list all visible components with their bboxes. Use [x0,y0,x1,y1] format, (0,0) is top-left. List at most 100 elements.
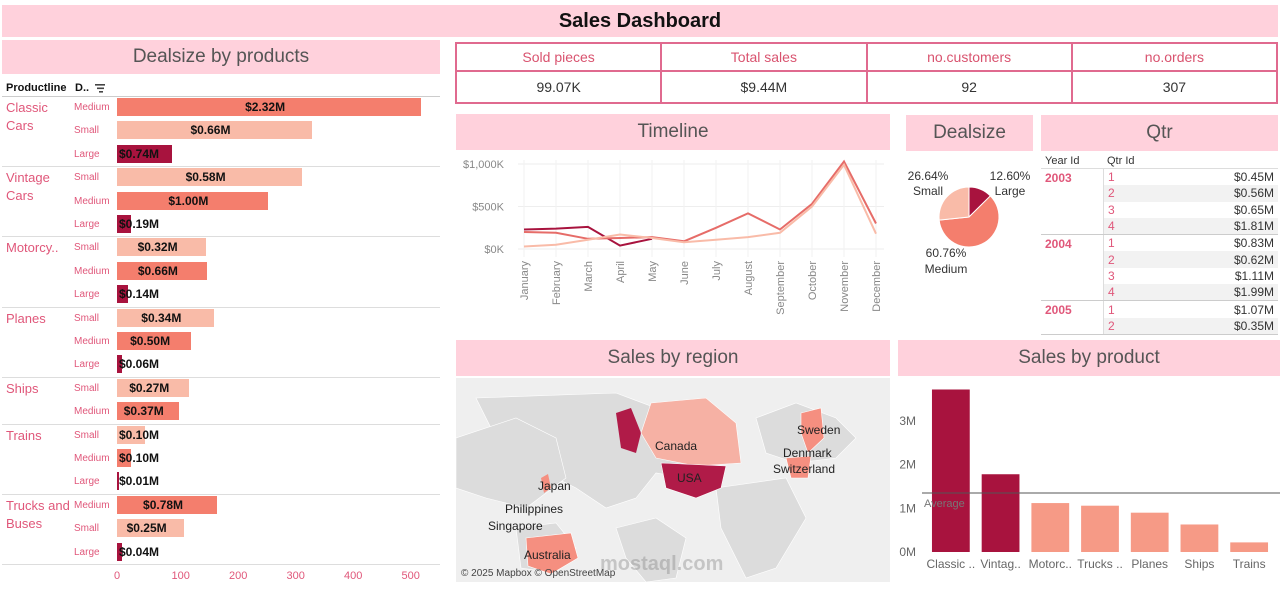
dealsize-bar[interactable] [117,472,119,491]
japan-region[interactable] [541,474,551,493]
qtr-title: Qtr [1146,122,1173,143]
kpi-label: Sold pieces [457,44,661,72]
pie-name-label: Large [995,184,1026,198]
western-europe-region[interactable] [785,455,812,479]
qtr-row[interactable]: 4 $1.99M [1104,284,1278,301]
dealsize-bar[interactable] [117,402,179,421]
dealsize-bar[interactable] [117,144,173,163]
col-dealsize[interactable]: D.. [75,82,90,94]
map-country-label: USA [677,471,702,485]
dealsize-label: Large [74,219,100,230]
usa-region[interactable] [660,462,727,499]
dealsize-bar[interactable] [117,542,122,561]
product-bar[interactable] [931,389,970,552]
dealsize-bar[interactable] [117,449,132,467]
dealsize-bar[interactable] [117,98,422,116]
qtr-row[interactable]: 4 $1.81M [1104,217,1278,235]
product-bar[interactable] [1130,512,1169,552]
dealsize-bar[interactable] [117,238,207,257]
qtr-col-year[interactable]: Year Id [1045,154,1080,167]
col-productline[interactable]: Productline [6,82,67,94]
dealsize-bar[interactable] [117,215,131,233]
asia-land [456,417,567,509]
qtr-row[interactable]: 1 $0.83M [1104,235,1278,252]
product-line-label[interactable]: Trucks and Buses [6,497,70,531]
qtr-year-label: 2004 [1045,237,1072,252]
x-tick-label: 200 [229,570,248,582]
qtr-row[interactable]: 1 $1.07M [1104,301,1278,318]
product-bar[interactable] [1180,524,1219,552]
product-bar[interactable] [1230,542,1269,552]
product-line-label[interactable]: Trains [6,427,42,443]
scandinavia-region[interactable] [800,407,825,454]
qtr-year-label: 2005 [1045,303,1072,318]
pie-slice-medium[interactable] [938,195,1000,248]
timeline-series-2004[interactable] [523,159,877,243]
by-product-header: Sales by product [898,340,1280,376]
region-map[interactable]: Canada USA Sweden Denmark Switzerland Japan Ph… [456,378,890,582]
dealsize-bar[interactable] [117,191,268,210]
qtr-value: $1.81M [1233,219,1274,234]
dealsize-label: Small [74,125,100,137]
qtr-id: 1 [1108,170,1115,185]
dealsize-bar[interactable] [117,332,192,350]
category-label: Trains [1233,557,1266,571]
product-bar[interactable] [981,474,1020,552]
dealsize-bar-label: $0.32M [137,240,178,255]
qtr-year-label: 2003 [1045,171,1072,185]
australia-region[interactable] [525,532,579,575]
dealsize-bar[interactable] [117,519,185,538]
qtr-col-qtr[interactable]: Qtr Id [1107,154,1135,167]
dealsize-pie-title: Dealsize [933,122,1006,143]
dealsize-products-header: Dealsize by products [2,40,440,74]
qtr-row[interactable]: 1 $0.45M [1104,169,1278,186]
product-line-label[interactable]: Motorcy.. [6,240,59,256]
qtr-row[interactable]: 2 $0.35M [1104,317,1278,334]
product-line-label[interactable]: Planes [6,310,46,326]
map-country-label: Switzerland [773,462,836,476]
qtr-id: 3 [1108,202,1115,217]
timeline-series-2005[interactable] [523,162,877,248]
product-line-label[interactable]: Ships [6,380,39,396]
qtr-row[interactable]: 3 $0.65M [1104,201,1278,218]
dealsize-bar[interactable] [117,378,190,397]
dealsize-bar[interactable] [117,355,122,374]
qtr-header: Qtr [1041,115,1278,151]
dealsize-bar[interactable] [117,168,303,187]
qtr-row[interactable]: 2 $0.56M [1104,185,1278,202]
qtr-row[interactable]: 2 $0.62M [1104,251,1278,268]
product-bar[interactable] [1031,503,1070,552]
dealsize-pie-header: Dealsize [906,115,1033,151]
product-line-label[interactable]: Classic Cars [6,100,48,133]
qtr-row[interactable]: 3 $1.11M [1104,267,1278,285]
kpi-orders: no.orders 307 [1072,44,1276,102]
y-tick-label: 0M [899,545,916,559]
dealsize-label: Large [74,546,100,558]
product-bar[interactable] [1081,505,1119,552]
dealsize-bar-label: $2.32M [245,100,286,114]
dealsize-bar-label: $0.66M [190,123,231,138]
alaska-region[interactable] [616,408,641,453]
month-label: February [551,261,563,306]
dealsize-bar[interactable] [117,121,312,140]
pie-slice-small[interactable] [938,186,970,221]
dealsize-bar[interactable] [117,285,128,304]
product-line-label[interactable]: Vintage Cars [6,170,50,204]
watermark: mostaql.com [600,553,724,575]
dealsize-bar[interactable] [117,425,146,444]
sort-icon[interactable] [95,83,106,93]
qtr-value: $1.07M [1233,302,1274,317]
dealsize-bar[interactable] [117,308,214,327]
month-label: May [647,261,659,282]
pie-name-label: Small [913,184,943,198]
qtr-year-group: 2004 1 $0.83M 2 $0.62M 3 $1.11M 4 $1.99M [1041,235,1278,302]
dealsize-bar-label: $0.74M [119,146,160,161]
month-label: July [711,261,723,281]
timeline-series-2003[interactable] [523,225,653,247]
dealsize-label: Large [74,476,100,488]
qtr-value: $0.65M [1233,202,1274,217]
qtr-value: $0.62M [1233,252,1274,267]
canada-region[interactable] [640,397,742,467]
dealsize-bar[interactable] [117,495,218,514]
dealsize-bar[interactable] [117,261,207,280]
